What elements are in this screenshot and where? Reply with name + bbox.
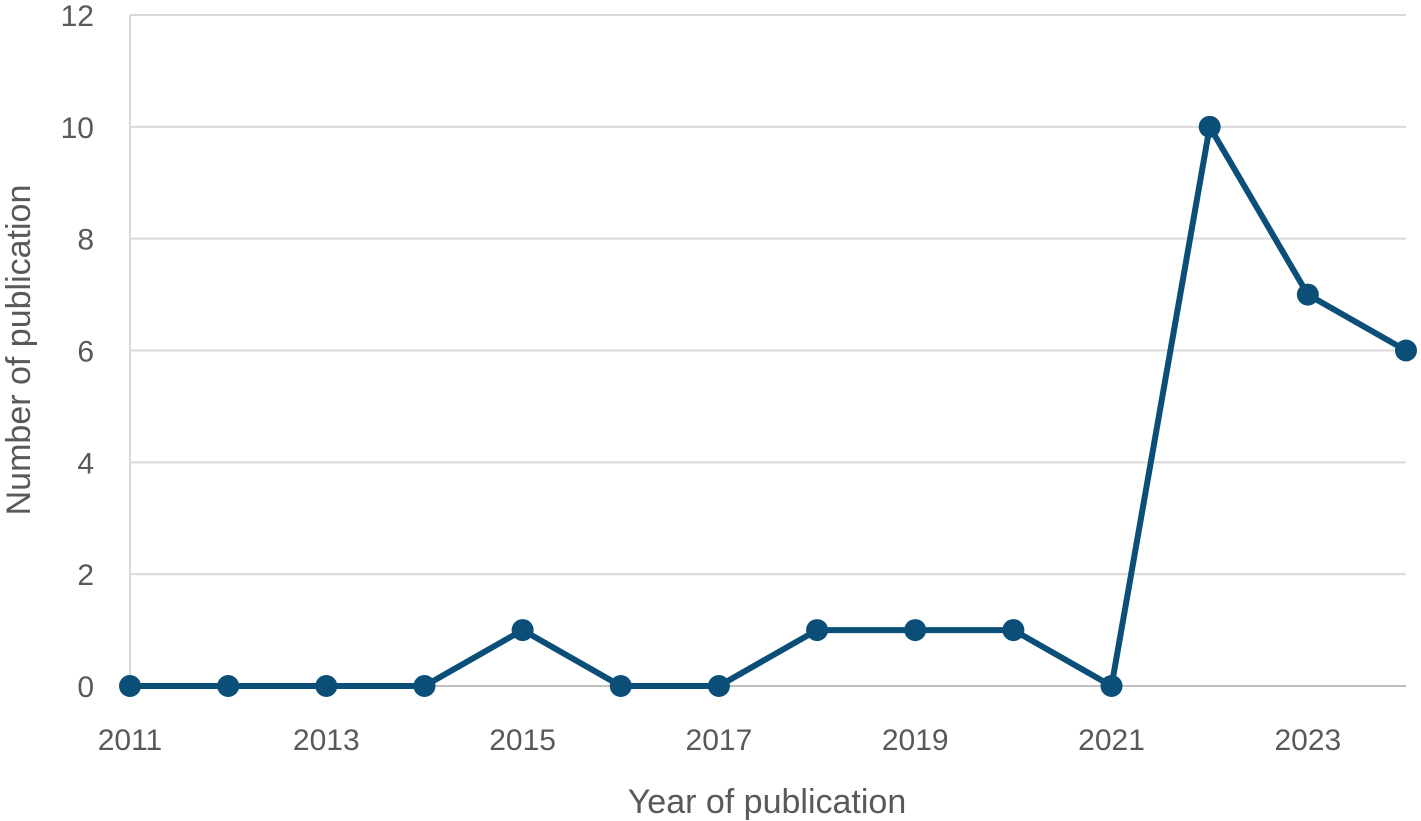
data-point-2018 xyxy=(806,619,829,642)
y-tick-label: 6 xyxy=(77,336,94,369)
y-tick-label: 10 xyxy=(61,112,94,145)
x-tick-label: 2023 xyxy=(1274,724,1341,757)
x-tick-label: 2017 xyxy=(686,724,753,757)
y-tick-label: 2 xyxy=(77,559,94,592)
y-tick-label: 8 xyxy=(77,224,94,257)
x-tick-label: 2015 xyxy=(489,724,556,757)
data-point-2022 xyxy=(1198,115,1221,138)
data-point-2014 xyxy=(413,675,436,697)
series-publications xyxy=(119,115,1417,697)
data-point-2015 xyxy=(511,619,534,642)
x-axis-tick-labels: 2011 2013 2015 2017 2019 2021 2023 xyxy=(98,724,1341,757)
data-point-2011 xyxy=(119,675,141,697)
data-point-2023 xyxy=(1296,283,1319,306)
y-tick-label: 0 xyxy=(77,671,94,704)
data-point-2020 xyxy=(1002,619,1025,642)
series-line xyxy=(127,123,1409,689)
x-tick-label: 2021 xyxy=(1078,724,1145,757)
data-point-2017 xyxy=(707,675,730,697)
data-point-2012 xyxy=(217,675,240,697)
gridlines xyxy=(130,14,1406,576)
y-tick-label: 4 xyxy=(77,447,94,480)
data-point-2013 xyxy=(315,675,338,697)
x-tick-label: 2013 xyxy=(293,724,360,757)
x-tick-label: 2011 xyxy=(98,724,163,757)
y-axis-title: Number of publication xyxy=(0,185,38,516)
data-point-2024 xyxy=(1395,339,1417,362)
data-point-2021 xyxy=(1100,675,1123,697)
y-tick-label: 12 xyxy=(61,0,94,33)
data-point-2016 xyxy=(609,675,632,697)
y-axis-tick-labels: 0 2 4 6 8 10 12 xyxy=(61,0,94,704)
x-axis-title: Year of publication xyxy=(628,783,907,821)
x-tick-label: 2019 xyxy=(882,724,949,757)
data-point-2019 xyxy=(904,619,927,642)
